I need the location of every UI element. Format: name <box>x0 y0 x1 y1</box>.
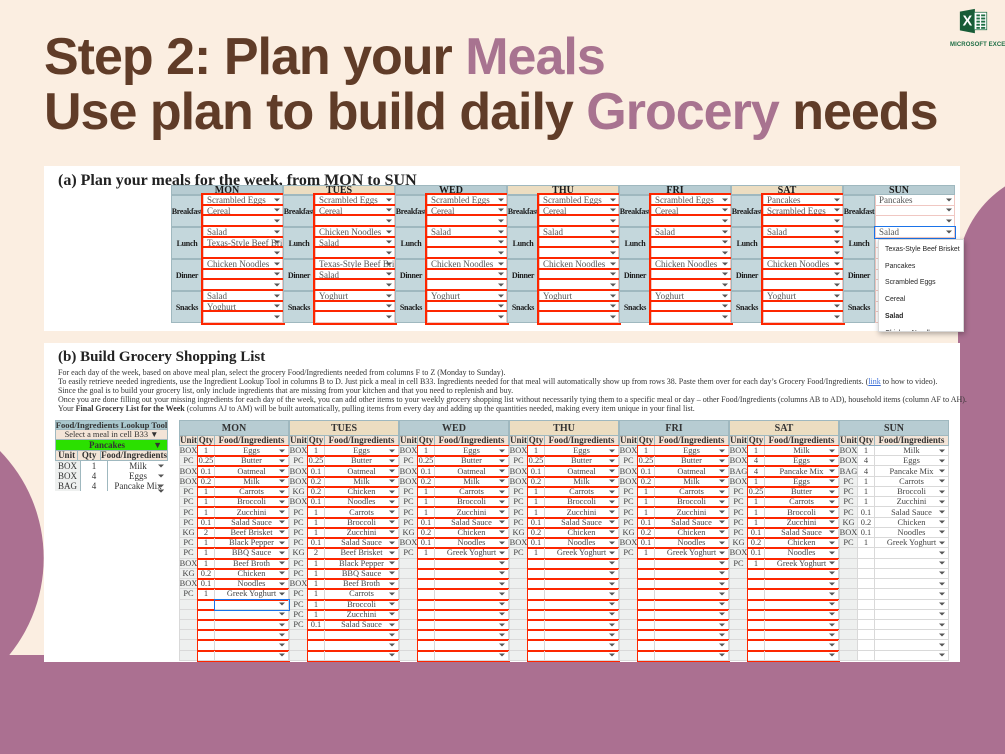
svg-text:X: X <box>963 13 973 29</box>
